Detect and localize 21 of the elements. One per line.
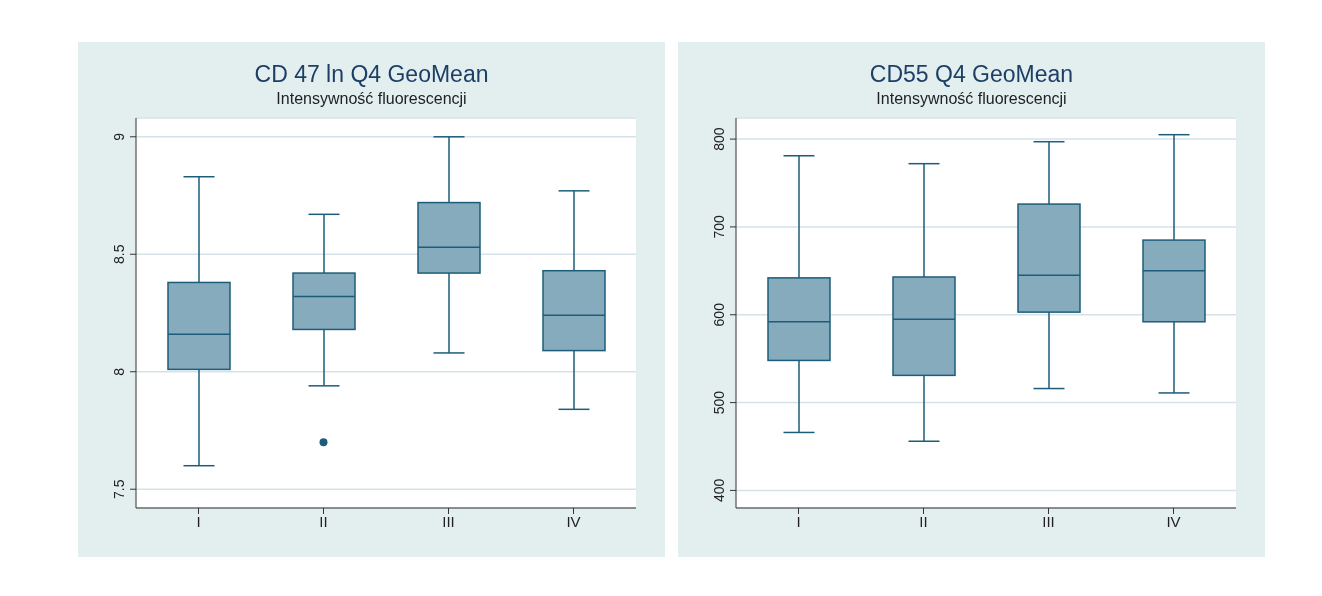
chart-title: CD55 Q4 GeoMean: [868, 60, 1075, 88]
chart-subtitle: Intensywność fluorescencji: [275, 89, 468, 109]
y-tick-label: 800: [711, 127, 727, 151]
y-tick-label: 700: [711, 215, 727, 239]
x-tick-label: IV: [566, 512, 581, 530]
x-tick-label: II: [319, 512, 328, 530]
y-tick-label: 400: [711, 478, 727, 503]
x-tick-label: III: [1042, 512, 1055, 530]
x-tick-label: III: [442, 512, 455, 530]
y-tick-label: 7.5: [111, 479, 127, 499]
chart-subtitle: Intensywność fluorescencji: [875, 89, 1068, 109]
chart-title: CD 47 ln Q4 GeoMean: [253, 60, 490, 88]
x-tick-label: I: [796, 512, 801, 530]
y-tick-label: 600: [711, 302, 727, 327]
x-tick-label: I: [196, 512, 201, 530]
x-tick-label: II: [919, 512, 928, 530]
x-tick-label: IV: [1166, 512, 1181, 530]
y-tick-label: 8: [111, 367, 127, 376]
y-tick-label: 8.5: [111, 244, 127, 264]
y-tick-label: 9: [111, 132, 127, 141]
y-tick-label: 500: [711, 390, 727, 415]
